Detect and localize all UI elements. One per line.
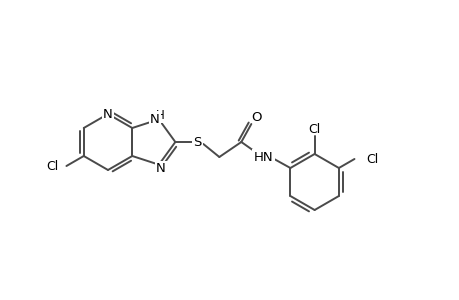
Text: Cl: Cl [366, 152, 378, 166]
Text: O: O [251, 110, 261, 124]
Text: H: H [155, 109, 164, 122]
Text: Cl: Cl [308, 122, 320, 136]
Text: S: S [193, 136, 201, 148]
Text: N: N [103, 107, 112, 121]
Text: HN: HN [253, 151, 273, 164]
Text: N: N [156, 162, 165, 175]
Text: N: N [150, 113, 159, 126]
Text: Cl: Cl [46, 160, 58, 172]
